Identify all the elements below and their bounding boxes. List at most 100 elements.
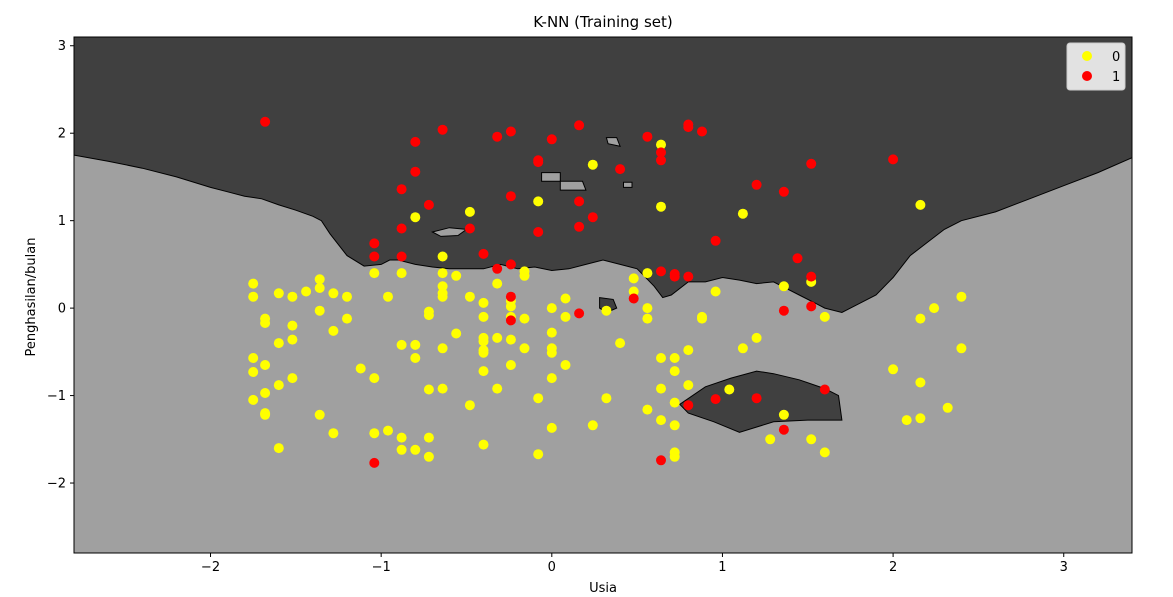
point-class-0-41 xyxy=(410,353,421,363)
point-class-0-67 xyxy=(478,439,489,450)
point-class-1-51 xyxy=(806,158,817,169)
point-class-0-61 xyxy=(478,311,489,322)
point-class-1-55 xyxy=(888,154,899,165)
point-class-1-33 xyxy=(656,155,666,166)
point-class-0-49 xyxy=(437,268,448,279)
point-class-0-35 xyxy=(396,268,407,279)
point-class-0-104 xyxy=(656,201,666,212)
point-class-0-20 xyxy=(314,274,325,285)
point-class-0-90 xyxy=(560,311,571,322)
point-class-0-83 xyxy=(546,303,557,314)
x-axis-ticks: −2 −1 0 1 2 3 xyxy=(201,553,1068,575)
legend-label-class-0: 0 xyxy=(1112,50,1120,65)
point-class-1-44 xyxy=(710,394,721,405)
point-class-0-113 xyxy=(669,451,680,462)
point-class-0-17 xyxy=(287,334,298,345)
point-class-0-65 xyxy=(478,347,489,358)
x-axis-label: Usia xyxy=(589,581,617,596)
point-class-0-39 xyxy=(410,212,421,223)
point-class-0-121 xyxy=(737,343,748,354)
point-class-0-24 xyxy=(328,288,339,299)
point-class-1-5 xyxy=(396,223,407,234)
point-class-1-16 xyxy=(505,191,516,202)
point-class-0-32 xyxy=(369,428,380,439)
point-class-1-18 xyxy=(505,291,516,302)
point-class-0-91 xyxy=(560,360,571,370)
point-class-1-24 xyxy=(574,120,585,131)
point-class-0-45 xyxy=(423,384,434,395)
point-class-0-111 xyxy=(669,420,680,431)
point-class-0-2 xyxy=(248,353,259,363)
point-class-0-38 xyxy=(396,444,407,455)
point-class-0-87 xyxy=(546,373,557,384)
point-class-0-95 xyxy=(601,393,612,404)
decision-region-class-1-0 xyxy=(74,37,1132,314)
y-tick-label-3: 1 xyxy=(58,214,66,229)
point-class-0-16 xyxy=(287,320,298,331)
point-class-0-82 xyxy=(533,449,544,460)
point-class-0-34 xyxy=(383,425,393,436)
point-class-0-77 xyxy=(519,270,530,281)
point-class-0-137 xyxy=(942,402,953,413)
point-class-0-47 xyxy=(423,451,434,462)
point-class-0-48 xyxy=(437,251,448,262)
point-class-0-81 xyxy=(533,393,544,404)
point-class-0-108 xyxy=(669,353,680,363)
point-class-0-101 xyxy=(642,313,653,324)
legend-marker-class-1 xyxy=(1082,71,1092,81)
point-class-0-68 xyxy=(492,278,503,289)
point-class-1-17 xyxy=(505,259,516,270)
point-class-0-29 xyxy=(355,363,366,374)
point-class-0-133 xyxy=(915,313,926,324)
point-class-0-123 xyxy=(765,434,776,445)
point-class-0-78 xyxy=(519,313,530,324)
point-class-1-6 xyxy=(396,251,407,262)
point-class-1-47 xyxy=(778,186,789,197)
point-class-0-109 xyxy=(669,366,680,377)
point-class-0-50 xyxy=(437,281,448,292)
point-class-1-29 xyxy=(615,164,626,175)
point-class-1-27 xyxy=(574,308,585,319)
point-class-0-10 xyxy=(260,409,271,420)
legend-box xyxy=(1066,42,1126,91)
point-class-0-96 xyxy=(615,338,626,349)
point-class-0-58 xyxy=(464,291,475,302)
point-class-1-7 xyxy=(410,136,421,147)
point-class-0-57 xyxy=(464,206,475,217)
point-class-0-89 xyxy=(560,293,571,304)
point-class-0-25 xyxy=(328,325,339,336)
point-class-0-69 xyxy=(492,332,503,343)
chart-title: K-NN (Training set) xyxy=(533,13,672,31)
data-points xyxy=(248,116,967,468)
point-class-0-75 xyxy=(505,360,516,370)
y-axis-ticks: −2 −1 0 1 2 3 xyxy=(47,39,74,492)
x-tick-label-2: 0 xyxy=(548,560,556,575)
decision-region-class-0-4 xyxy=(541,172,561,182)
point-class-0-94 xyxy=(601,305,612,316)
point-class-0-131 xyxy=(901,415,912,426)
y-tick-label-2: 0 xyxy=(58,302,66,317)
point-class-1-10 xyxy=(437,124,448,135)
point-class-0-102 xyxy=(642,404,653,415)
point-class-1-42 xyxy=(697,126,707,137)
point-class-0-55 xyxy=(451,270,462,281)
point-class-0-124 xyxy=(778,281,789,292)
point-class-0-139 xyxy=(956,343,967,354)
point-class-1-26 xyxy=(574,221,585,232)
point-class-0-37 xyxy=(396,432,407,443)
point-class-0-31 xyxy=(369,373,380,384)
point-class-1-32 xyxy=(656,147,666,158)
point-class-0-66 xyxy=(478,366,489,377)
point-class-1-45 xyxy=(751,179,762,190)
point-class-0-105 xyxy=(656,353,666,363)
point-class-0-46 xyxy=(423,432,434,443)
decision-region-class-0-7 xyxy=(623,181,633,188)
point-class-1-21 xyxy=(533,155,544,166)
x-tick-label-1: −1 xyxy=(372,560,391,575)
point-class-0-14 xyxy=(273,443,284,454)
point-class-0-79 xyxy=(519,343,530,354)
decision-region-class-0-5 xyxy=(559,180,587,191)
point-class-0-88 xyxy=(546,422,557,433)
point-class-0-127 xyxy=(806,434,817,445)
point-class-1-40 xyxy=(683,271,694,282)
